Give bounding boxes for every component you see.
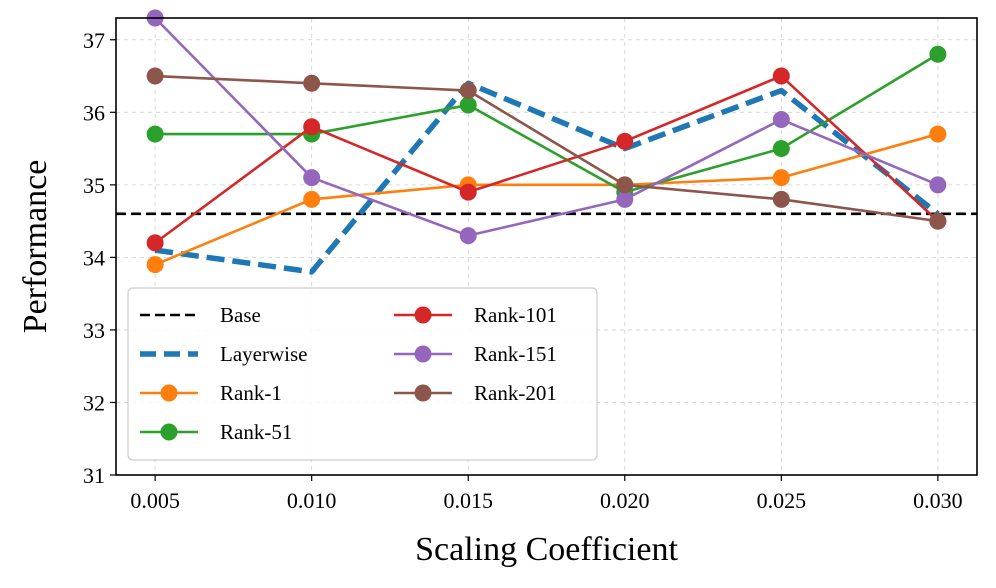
legend-label-rank-51: Rank-51 bbox=[220, 420, 292, 444]
legend-label-rank-101: Rank-101 bbox=[474, 303, 557, 327]
y-tick-label: 32 bbox=[83, 390, 105, 415]
legend-label-layerwise: Layerwise bbox=[220, 342, 307, 366]
series-line-rank-151 bbox=[154, 17, 939, 237]
data-point-rank-201 bbox=[929, 212, 947, 230]
data-point-rank-51 bbox=[772, 140, 790, 158]
data-point-rank-101 bbox=[459, 183, 477, 201]
data-point-rank-151 bbox=[616, 190, 634, 208]
series-line-rank-51 bbox=[155, 53, 939, 194]
x-tick-label: 0.015 bbox=[443, 488, 493, 513]
data-point-rank-1 bbox=[772, 169, 790, 187]
data-point-rank-101 bbox=[616, 132, 634, 150]
legend-label-rank-201: Rank-201 bbox=[474, 381, 557, 405]
axes: 0.005 0.010 0.015 0.020 0.025 0.030 31 32 33 34 35… bbox=[83, 28, 963, 513]
legend-label-rank-1: Rank-1 bbox=[220, 381, 282, 405]
data-point-rank-151 bbox=[303, 169, 321, 187]
legend-marker-rank-201 bbox=[414, 384, 432, 402]
data-point-rank-1 bbox=[146, 256, 164, 274]
y-tick-label: 37 bbox=[83, 28, 105, 53]
data-point-rank-201 bbox=[772, 190, 790, 208]
legend-box bbox=[127, 287, 598, 461]
legend-label-rank-151: Rank-151 bbox=[474, 342, 557, 366]
y-axis-title: Performance bbox=[17, 160, 54, 334]
data-point-rank-201 bbox=[459, 82, 477, 100]
data-point-rank-151 bbox=[929, 176, 947, 194]
legend-label-base: Base bbox=[220, 303, 261, 327]
data-point-rank-101 bbox=[303, 118, 321, 136]
legend-marker-rank-51 bbox=[160, 423, 178, 441]
x-tick-label: 0.025 bbox=[757, 488, 807, 513]
data-point-rank-1 bbox=[303, 190, 321, 208]
data-point-rank-201 bbox=[146, 67, 164, 85]
series-line-rank-101 bbox=[154, 74, 939, 244]
series-line-rank-1 bbox=[154, 132, 939, 266]
series-line-rank-201 bbox=[155, 74, 939, 223]
y-tick-label: 33 bbox=[83, 318, 105, 343]
data-point-rank-151 bbox=[459, 227, 477, 245]
x-axis-title: Scaling Coefficient bbox=[415, 531, 678, 568]
series-lines bbox=[116, 9, 977, 275]
x-tick-label: 0.020 bbox=[600, 488, 650, 513]
x-tick-label: 0.005 bbox=[130, 488, 180, 513]
x-tick-label: 0.010 bbox=[287, 488, 337, 513]
data-point-rank-101 bbox=[146, 234, 164, 252]
plot-frame bbox=[115, 17, 978, 476]
data-point-rank-101 bbox=[772, 67, 790, 85]
y-tick-label: 36 bbox=[83, 100, 105, 125]
y-tick-label: 34 bbox=[83, 245, 105, 270]
x-tick-label: 0.030 bbox=[913, 488, 963, 513]
legend-marker-rank-1 bbox=[160, 384, 178, 402]
data-point-rank-151 bbox=[772, 111, 790, 129]
data-point-rank-201 bbox=[303, 74, 321, 92]
series-line-layerwise bbox=[154, 80, 940, 275]
y-tick-label: 31 bbox=[83, 463, 105, 488]
data-point-rank-51 bbox=[459, 96, 477, 114]
data-point-rank-1 bbox=[929, 125, 947, 143]
data-point-rank-201 bbox=[616, 176, 634, 194]
legend-marker-rank-151 bbox=[414, 345, 432, 363]
y-tick-label: 35 bbox=[83, 173, 105, 198]
legend-marker-rank-101 bbox=[414, 306, 432, 324]
data-point-rank-51 bbox=[929, 45, 947, 63]
legend: Base Layerwise Rank-1 Rank-51 Rank-101 Rank-1… bbox=[127, 287, 598, 461]
data-point-rank-51 bbox=[146, 125, 164, 143]
